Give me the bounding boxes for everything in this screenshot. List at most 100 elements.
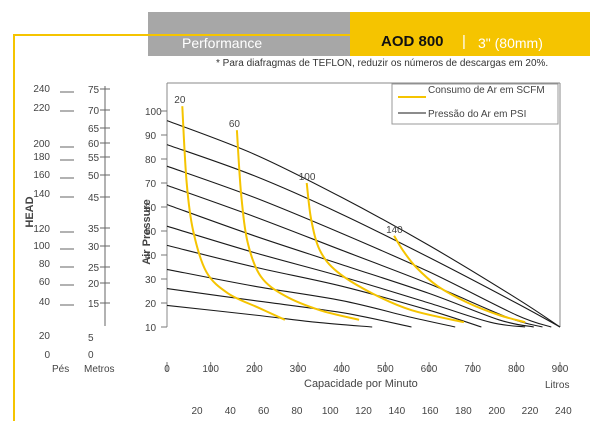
pressure-curve-20 <box>166 288 412 328</box>
x2-tick-label: 140 <box>388 406 405 417</box>
head-meters-tick-label: 5 <box>88 333 94 344</box>
x-axis-ticks: 0 100 200 300 400 500 600 700 800 900 <box>164 362 569 375</box>
pressure-tick-label: 80 <box>145 155 157 166</box>
pressure-tick-label: 40 <box>145 251 157 262</box>
head-meters-unit: Metros <box>84 364 115 375</box>
head-feet-tick-label: 0 <box>44 350 50 361</box>
pressure-tick-label: 90 <box>145 131 157 142</box>
legend-entry-air: Consumo de Ar em SCFM <box>428 85 545 96</box>
head-meters-tick-label: 15 <box>88 299 100 310</box>
legend-entry-pressure: Pressão do Ar em PSI <box>428 109 526 120</box>
head-feet-tick-label: 120 <box>33 224 50 235</box>
x2-tick-label: 40 <box>225 406 237 417</box>
x-tick-label: 200 <box>246 364 263 375</box>
head-meters-tick-label: 25 <box>88 263 100 274</box>
x2-tick-label: 80 <box>291 406 303 417</box>
x-tick-label: 700 <box>464 364 481 375</box>
pressure-curve-60 <box>166 204 534 328</box>
head-meters-tick-label: 55 <box>88 153 100 164</box>
air-curve-label-100: 100 <box>299 172 316 183</box>
head-meters-tick-label: 65 <box>88 124 100 135</box>
pressure-tick-label: 30 <box>145 275 157 286</box>
x2-tick-label: 120 <box>355 406 372 417</box>
air-labels-layer: 20 60 100 140 <box>174 95 403 236</box>
pressure-tick-label: 10 <box>145 323 157 334</box>
pressure-tick-label: 100 <box>145 107 162 118</box>
header-separator: | <box>462 33 466 50</box>
x-tick-label: 600 <box>421 364 438 375</box>
pressure-curve-40 <box>166 244 482 328</box>
pressure-tick-label: 60 <box>145 203 157 214</box>
head-feet-tick-label: 140 <box>33 189 50 200</box>
head-feet-tick-label: 60 <box>39 277 51 288</box>
x-axis-unit: Litros <box>545 380 569 391</box>
x2-tick-label: 60 <box>258 406 270 417</box>
head-meters-tick-label: 0 <box>88 350 94 361</box>
pressure-curve-80 <box>166 165 552 328</box>
curves-layer <box>166 106 561 328</box>
head-meters-tick-label: 50 <box>88 171 100 182</box>
model-size: 3" (80mm) <box>478 35 543 51</box>
x-tick-label: 100 <box>202 364 219 375</box>
air-curve-label-140: 140 <box>386 225 403 236</box>
x-axis-label: Capacidade por Minuto <box>304 378 418 390</box>
head-axis-label: HEAD <box>24 196 36 227</box>
pressure-curve-90 <box>166 144 561 328</box>
x2-tick-label: 20 <box>191 406 203 417</box>
section-label: Performance <box>182 35 263 51</box>
x2-tick-label: 180 <box>455 406 472 417</box>
head-feet-tick-label: 200 <box>33 139 50 150</box>
air-curve-60 <box>235 130 360 321</box>
x2-tick-label: 220 <box>522 406 539 417</box>
model-title: AOD 800 <box>381 33 444 50</box>
pressure-curve-100 <box>166 120 561 328</box>
x-tick-label: 400 <box>333 364 350 375</box>
head-meters-tick-label: 60 <box>88 139 100 150</box>
head-feet-tick-label: 20 <box>39 331 51 342</box>
pressure-axis-ticks: 10 20 30 40 50 60 70 80 90 100 <box>145 107 167 334</box>
x-tick-label: 300 <box>290 364 307 375</box>
head-meters-tick-label: 45 <box>88 193 100 204</box>
head-feet-tick-label: 100 <box>33 241 50 252</box>
head-feet-tick-label: 180 <box>33 152 50 163</box>
teflon-note: * Para diafragmas de TEFLON, reduzir os … <box>216 58 549 69</box>
head-meters-tick-label: 75 <box>88 85 100 96</box>
x-tick-label: 500 <box>377 364 394 375</box>
air-curve-label-60: 60 <box>229 119 241 130</box>
pressure-tick-label: 20 <box>145 299 157 310</box>
head-feet-tick-label: 240 <box>33 84 50 95</box>
air-curve-140 <box>393 235 526 324</box>
head-feet-tick-label: 160 <box>33 170 50 181</box>
head-meters-tick-label: 30 <box>88 242 100 253</box>
x2-tick-label: 240 <box>555 406 572 417</box>
head-feet-tick-label: 80 <box>39 259 51 270</box>
y-axis-label: Air Pressure <box>141 199 153 264</box>
head-feet-unit: Pés <box>52 364 69 375</box>
x2-tick-label: 200 <box>488 406 505 417</box>
x-tick-label: 900 <box>552 364 569 375</box>
x2-axis-ticks: 20 40 60 80 100 120 140 160 180 200 220 240 <box>191 406 572 417</box>
accent-horizontal-line <box>13 34 350 36</box>
accent-vertical-line <box>13 34 15 421</box>
air-curve-100 <box>305 182 465 324</box>
head-meters-tick-label: 20 <box>88 279 100 290</box>
pressure-curve-50 <box>166 225 526 328</box>
air-curve-label-20: 20 <box>174 95 186 106</box>
pressure-tick-label: 70 <box>145 179 157 190</box>
pressure-tick-label: 50 <box>145 227 157 238</box>
x-tick-label: 0 <box>164 364 170 375</box>
x2-tick-label: 100 <box>322 406 339 417</box>
pressure-curve-30 <box>166 268 456 328</box>
pressure-curve-70 <box>166 184 543 328</box>
head-meters-tick-label: 35 <box>88 224 100 235</box>
head-meters-tick-label: 70 <box>88 106 100 117</box>
header-yellow-band <box>350 12 590 56</box>
x-tick-label: 800 <box>508 364 525 375</box>
air-curve-20 <box>181 106 286 321</box>
head-feet-tick-label: 40 <box>39 297 51 308</box>
x2-tick-label: 160 <box>422 406 439 417</box>
chart-legend: Consumo de Ar em SCFM Pressão do Ar em P… <box>391 83 559 125</box>
